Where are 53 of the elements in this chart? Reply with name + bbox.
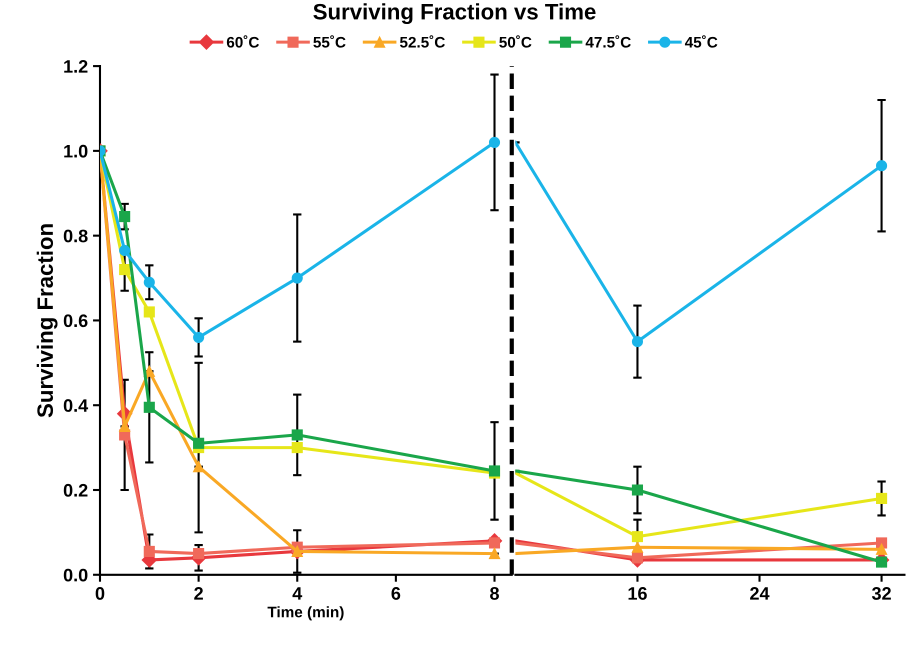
point bbox=[632, 552, 644, 564]
point bbox=[119, 211, 130, 222]
x-tick-label: 16 bbox=[628, 587, 647, 600]
point bbox=[632, 542, 644, 553]
legend-label: 50˚C bbox=[499, 35, 532, 48]
legend-label: 55˚C bbox=[313, 35, 346, 48]
point bbox=[193, 548, 204, 560]
y-tick-label: 1.0 bbox=[64, 144, 88, 158]
y-axis-title: Surviving Fraction bbox=[36, 224, 58, 418]
point bbox=[632, 484, 644, 496]
y-tick-label: 0.2 bbox=[64, 484, 88, 497]
x-tick-label: 8 bbox=[490, 587, 499, 600]
y-tick-label: 1.2 bbox=[64, 60, 88, 73]
legend-label: 60˚C bbox=[226, 35, 260, 48]
point bbox=[488, 136, 500, 148]
y-tick-label: 0.6 bbox=[64, 314, 88, 328]
point bbox=[193, 438, 204, 449]
x-axis-title: Time (min) bbox=[268, 606, 344, 620]
point bbox=[119, 244, 130, 256]
y-tick-label: 0.4 bbox=[64, 399, 88, 412]
point bbox=[292, 272, 303, 284]
x-tick-label: 24 bbox=[750, 587, 770, 600]
point bbox=[193, 332, 204, 343]
point bbox=[292, 429, 303, 440]
legend-label: 52.5˚C bbox=[400, 35, 445, 48]
x-tick-label: 0 bbox=[96, 587, 104, 600]
point bbox=[876, 492, 888, 504]
legend-label: 47.5˚C bbox=[586, 35, 631, 48]
point bbox=[119, 264, 130, 276]
point bbox=[193, 461, 204, 472]
point bbox=[632, 531, 644, 542]
x-tick-label: 2 bbox=[194, 587, 203, 600]
point bbox=[292, 546, 303, 558]
point bbox=[144, 546, 155, 558]
point bbox=[144, 306, 155, 318]
chart-title: Surviving Fraction vs Time bbox=[313, 3, 596, 24]
y-tick-label: 0.8 bbox=[64, 230, 88, 242]
x-tick-label: 4 bbox=[292, 587, 302, 600]
y-tick-label: 0.0 bbox=[64, 568, 88, 582]
point bbox=[292, 442, 303, 454]
point bbox=[488, 465, 500, 476]
x-tick-label: 6 bbox=[392, 587, 400, 600]
point bbox=[488, 537, 500, 549]
x-tick-label: 32 bbox=[872, 587, 891, 600]
point bbox=[632, 336, 644, 348]
point bbox=[876, 544, 888, 555]
point bbox=[144, 276, 155, 288]
point bbox=[144, 366, 155, 377]
point bbox=[144, 402, 155, 413]
legend-label: 45˚C bbox=[684, 35, 718, 48]
point bbox=[876, 556, 888, 568]
point bbox=[488, 548, 500, 560]
point bbox=[876, 160, 888, 172]
